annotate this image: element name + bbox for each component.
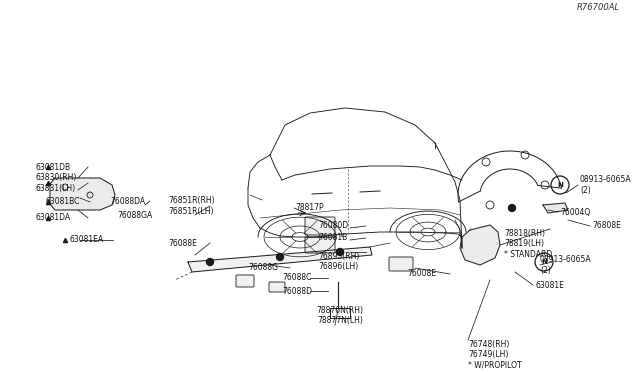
FancyBboxPatch shape (269, 282, 285, 292)
Text: 78817P: 78817P (295, 202, 324, 212)
Text: 63830(RH)
63831(LH): 63830(RH) 63831(LH) (35, 173, 76, 193)
Text: 76088D: 76088D (282, 286, 312, 295)
Text: 76088DA: 76088DA (110, 196, 145, 205)
Text: 08913-6065A
(2): 08913-6065A (2) (580, 175, 632, 195)
Text: 76088E: 76088E (168, 238, 197, 247)
Circle shape (337, 248, 344, 256)
Text: 63081DB: 63081DB (35, 163, 70, 171)
Text: 63081EA: 63081EA (70, 235, 104, 244)
Circle shape (207, 259, 214, 266)
Text: R76700AL: R76700AL (577, 3, 620, 12)
Text: 76088GA: 76088GA (117, 212, 152, 221)
Text: 76748(RH)
76749(LH)
* W/PROPILOT: 76748(RH) 76749(LH) * W/PROPILOT (468, 340, 522, 370)
Text: 63081E: 63081E (535, 280, 564, 289)
FancyBboxPatch shape (305, 217, 335, 235)
Text: 76080D: 76080D (318, 221, 348, 231)
Text: 76008E: 76008E (407, 269, 436, 279)
Text: 78818(RH)
78819(LH)
* STANDARD: 78818(RH) 78819(LH) * STANDARD (504, 229, 552, 259)
Polygon shape (543, 203, 568, 213)
FancyBboxPatch shape (305, 237, 335, 253)
Text: 78876N(RH)
78877N(LH): 78876N(RH) 78877N(LH) (317, 306, 364, 325)
Text: 76004Q: 76004Q (560, 208, 590, 217)
Text: 76808E: 76808E (592, 221, 621, 231)
Text: 76895(RH)
76896(LH): 76895(RH) 76896(LH) (318, 252, 360, 272)
Polygon shape (50, 178, 115, 210)
Polygon shape (188, 247, 372, 272)
Text: 76851R(RH)
76851R(LH): 76851R(RH) 76851R(LH) (168, 196, 214, 216)
Circle shape (276, 253, 284, 260)
Text: N: N (557, 182, 563, 188)
Text: 63081DA: 63081DA (35, 214, 70, 222)
Text: N: N (541, 259, 547, 265)
Text: 76088C: 76088C (282, 273, 312, 282)
Text: 08913-6065A
(2): 08913-6065A (2) (540, 255, 591, 275)
Text: 63081BC: 63081BC (45, 198, 79, 206)
FancyBboxPatch shape (389, 257, 413, 271)
Circle shape (509, 205, 515, 212)
Text: 76081B: 76081B (318, 234, 348, 243)
FancyBboxPatch shape (236, 275, 254, 287)
Polygon shape (460, 225, 500, 265)
Text: 76088G: 76088G (248, 263, 278, 273)
